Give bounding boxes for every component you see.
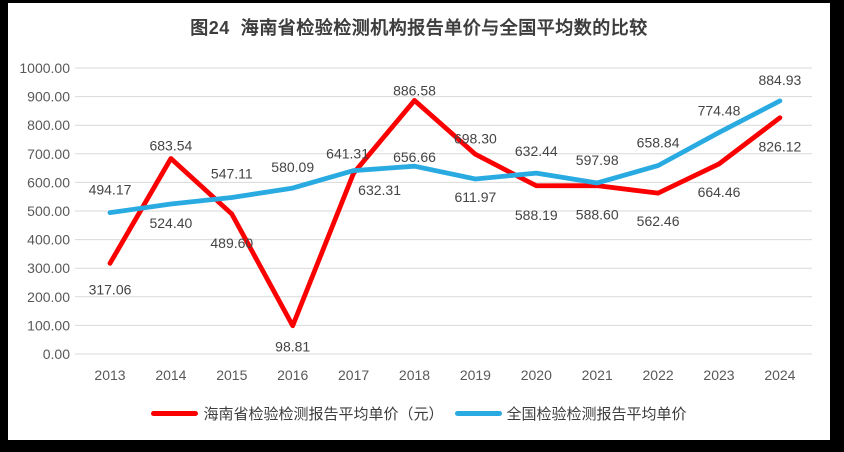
chart-canvas: 图24 海南省检验检测机构报告单价与全国平均数的比较 0.00 100.00 200… <box>8 3 830 440</box>
data-label-series0: 886.58 <box>393 82 436 98</box>
x-axis-tick-label: 2015 <box>216 367 247 383</box>
data-label-series1: 597.98 <box>576 152 619 168</box>
x-axis-tick-label: 2014 <box>155 367 186 383</box>
series-line-1 <box>107 98 783 216</box>
legend-item-national: 全国检验检测报告平均单价 <box>454 403 687 424</box>
data-label-series0: 588.60 <box>576 207 619 223</box>
line-chart-plot-area: 0.00 100.00 200.00 300.00 400.00 500.00 600.00… <box>19 60 812 383</box>
data-label-series1: 658.84 <box>637 135 680 151</box>
data-label-series0: 562.46 <box>637 213 680 229</box>
y-axis-tick-label: 700.00 <box>27 146 70 162</box>
y-axis-tick-label: 300.00 <box>27 260 70 276</box>
data-label-series1: 884.93 <box>758 72 801 88</box>
data-label-series0: 683.54 <box>149 138 192 154</box>
x-axis-tick-label: 2017 <box>338 367 369 383</box>
data-label-series1: 632.44 <box>515 143 558 159</box>
data-label-series1: 524.40 <box>149 215 192 231</box>
x-axis-tick-label: 2016 <box>277 367 308 383</box>
y-axis-tick-label: 400.00 <box>27 232 70 248</box>
chart-title: 图24 海南省检验检测机构报告单价与全国平均数的比较 <box>190 18 648 38</box>
hainan-series-line-swatch <box>151 410 199 416</box>
data-label-series1: 547.11 <box>211 166 253 182</box>
x-axis-tick-label: 2022 <box>643 367 674 383</box>
y-axis-tick-label: 800.00 <box>27 117 70 133</box>
data-label-series0: 317.06 <box>89 281 132 297</box>
national-series-line-swatch <box>454 410 502 416</box>
x-axis-tick-label: 2023 <box>703 367 734 383</box>
x-axis-tick-label: 2013 <box>94 367 125 383</box>
data-label-series1: 611.97 <box>455 189 497 205</box>
data-label-series1: 774.48 <box>698 102 741 118</box>
data-label-series1: 494.17 <box>89 182 132 198</box>
data-label-series0: 826.12 <box>758 139 801 155</box>
x-axis-tick-label: 2019 <box>460 367 491 383</box>
x-axis-tick-label: 2021 <box>582 367 613 383</box>
y-axis-tick-label: 100.00 <box>27 317 70 333</box>
data-label-series0: 98.81 <box>275 339 310 355</box>
chart-legend: 海南省检验检测报告平均单价（元） 全国检验检测报告平均单价 <box>8 398 830 428</box>
y-axis-tick-label: 600.00 <box>27 174 70 190</box>
data-label-series0: 664.46 <box>698 184 741 200</box>
data-label-series1: 580.09 <box>271 159 314 175</box>
data-label-series0: 489.60 <box>210 235 253 251</box>
x-axis-tick-label: 2020 <box>521 367 552 383</box>
y-axis-tick-label: 0.00 <box>43 346 70 362</box>
series-line-0 <box>107 98 783 329</box>
y-axis-tick-label: 500.00 <box>27 203 70 219</box>
y-axis-tick-label: 1000.00 <box>19 60 70 76</box>
legend-item-hainan: 海南省检验检测报告平均单价（元） <box>151 403 444 424</box>
y-axis-tick-label: 900.00 <box>27 89 70 105</box>
data-label-series0: 698.30 <box>454 130 497 146</box>
y-axis-tick-label: 200.00 <box>27 289 70 305</box>
x-axis-tick-label: 2018 <box>399 367 430 383</box>
legend-label-hainan: 海南省检验检测报告平均单价（元） <box>203 405 444 423</box>
data-label-series0: 588.19 <box>515 207 558 223</box>
x-axis-tick-label: 2024 <box>764 367 795 383</box>
legend-label-national: 全国检验检测报告平均单价 <box>506 405 687 423</box>
data-label-series1: 641.31 <box>326 146 369 162</box>
data-label-series0: 632.31 <box>358 182 401 198</box>
data-label-series1: 656.66 <box>393 149 436 165</box>
